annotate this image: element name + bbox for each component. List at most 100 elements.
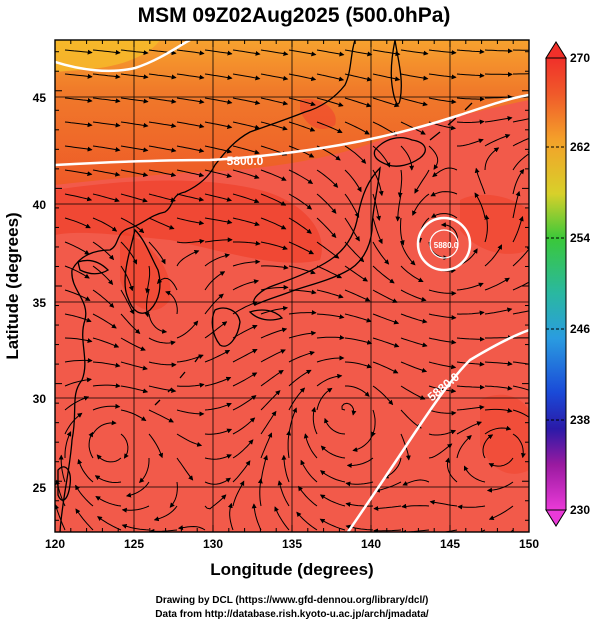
streamline xyxy=(316,387,333,411)
y-tick-label: 45 xyxy=(33,91,47,105)
streamline xyxy=(486,481,514,493)
x-axis-label: Longitude (degrees) xyxy=(210,560,373,579)
streamline xyxy=(429,529,458,532)
warm-patch xyxy=(460,194,529,254)
streamline xyxy=(316,289,344,299)
streamline xyxy=(484,408,513,413)
streamline xyxy=(176,145,205,153)
streamline xyxy=(232,279,260,291)
streamline xyxy=(64,395,90,411)
streamline xyxy=(484,48,513,54)
streamline xyxy=(457,504,486,510)
streamline xyxy=(204,376,232,387)
streamline xyxy=(92,265,114,286)
streamline xyxy=(344,49,373,57)
streamline xyxy=(456,282,484,291)
streamline xyxy=(372,385,394,406)
streamline xyxy=(512,118,529,123)
streamline xyxy=(64,193,93,202)
streamline xyxy=(204,97,233,105)
streamline xyxy=(484,425,512,435)
streamline xyxy=(176,320,199,339)
streamline xyxy=(260,390,281,411)
streamline xyxy=(58,454,66,483)
streamline xyxy=(402,479,430,486)
streamline xyxy=(344,313,372,323)
streamline xyxy=(457,138,484,147)
streamline xyxy=(474,192,486,219)
streamline xyxy=(428,443,453,459)
streamline xyxy=(428,49,457,56)
streamline xyxy=(64,49,93,55)
streamline xyxy=(316,169,339,188)
streamline xyxy=(120,313,141,334)
y-tick-labels: 25 30 35 40 45 xyxy=(33,91,47,495)
streamline xyxy=(401,503,430,509)
streamline xyxy=(319,494,346,507)
streamline xyxy=(484,385,513,391)
streamline xyxy=(512,385,529,391)
streamline xyxy=(232,169,260,180)
streamline xyxy=(344,337,373,345)
streamline xyxy=(204,349,231,363)
streamline xyxy=(344,121,370,135)
streamline xyxy=(344,97,372,108)
streamline xyxy=(456,404,485,411)
streamline xyxy=(148,97,177,104)
streamline xyxy=(316,193,337,214)
streamline xyxy=(176,409,205,417)
streamline xyxy=(512,190,521,219)
streamline xyxy=(92,403,121,411)
streamline xyxy=(484,277,510,291)
streamline xyxy=(484,147,500,171)
streamline xyxy=(204,454,232,460)
streamline xyxy=(288,387,306,411)
streamline xyxy=(92,337,120,348)
map-area: 5800.0 5880.0 5880.0 xyxy=(55,40,529,532)
streamline xyxy=(232,301,258,315)
streamline xyxy=(64,217,91,229)
streamline xyxy=(177,525,206,531)
streamline xyxy=(232,480,245,507)
streamline xyxy=(372,265,395,284)
streamline xyxy=(75,508,94,531)
streamline xyxy=(316,97,344,107)
streamline xyxy=(372,361,399,374)
contour-5880-south xyxy=(346,328,529,532)
streamline xyxy=(429,499,458,507)
streamline xyxy=(64,241,90,255)
streamline xyxy=(227,502,234,531)
streamline xyxy=(64,377,92,387)
streamline xyxy=(120,433,129,459)
contour-lines xyxy=(55,40,529,532)
streamline xyxy=(260,73,289,81)
y-axis-label: Latitude (degrees) xyxy=(3,212,22,359)
streamline xyxy=(484,214,490,243)
streamline xyxy=(204,271,226,291)
streamline xyxy=(456,96,485,102)
streamline xyxy=(64,412,83,435)
streamline xyxy=(153,505,178,522)
streamline xyxy=(121,523,150,531)
streamline xyxy=(400,361,428,373)
streamline xyxy=(372,193,382,222)
streamline xyxy=(92,121,121,128)
x-tick-label: 140 xyxy=(361,537,381,551)
streamline xyxy=(260,432,273,459)
colorbar-tick-marks xyxy=(546,146,566,421)
streamline xyxy=(316,217,337,239)
streamline xyxy=(204,321,228,339)
streamline xyxy=(372,73,401,82)
streamline xyxy=(148,193,176,203)
streamline xyxy=(176,382,205,388)
streamline xyxy=(233,240,261,246)
credit-drawing: Drawing by DCL (https://www.gfd-dennou.o… xyxy=(156,595,429,606)
streamline xyxy=(232,49,261,56)
streamline xyxy=(345,501,374,507)
streamline xyxy=(64,73,93,79)
streamline xyxy=(145,265,151,294)
streamline xyxy=(148,217,175,230)
streamline xyxy=(148,385,177,394)
streamline xyxy=(260,121,288,131)
